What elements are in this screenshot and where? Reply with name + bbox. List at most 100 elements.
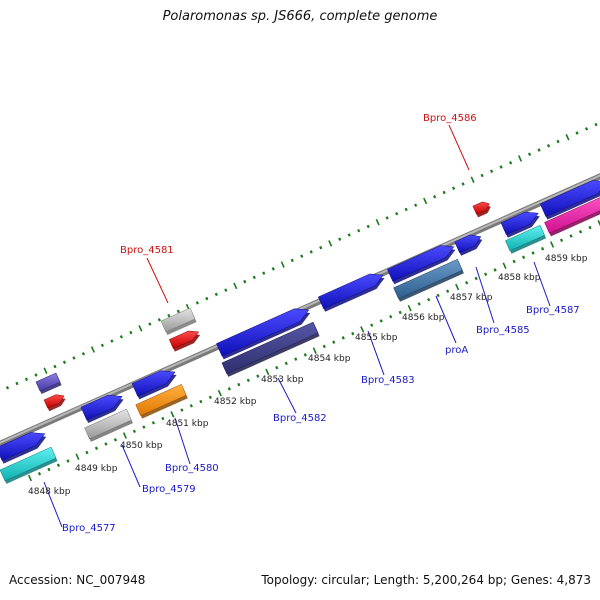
- minor-tick: [351, 331, 355, 336]
- leader-bpro4581: [146, 257, 169, 304]
- minor-tick: [66, 459, 70, 463]
- minor-tick: [243, 279, 247, 284]
- gene-label-bpro4587[interactable]: Bpro_4587: [526, 305, 580, 316]
- major-tick: [122, 432, 127, 439]
- gene-label-proa[interactable]: proA: [445, 345, 468, 356]
- major-tick: [565, 134, 570, 141]
- gene-bpro4577[interactable]: [0, 446, 57, 482]
- minor-tick: [271, 267, 275, 271]
- minor-tick: [474, 276, 478, 281]
- leader-bpro4580: [174, 417, 191, 465]
- major-tick: [360, 326, 365, 333]
- gene-label-bpro4582[interactable]: Bpro_4582: [273, 413, 327, 424]
- gene-label-bpro4585[interactable]: Bpro_4585: [476, 325, 530, 336]
- minor-tick: [142, 425, 146, 429]
- minor-tick: [484, 272, 488, 276]
- minor-tick: [480, 173, 484, 178]
- major-tick: [265, 368, 270, 376]
- gene-label-bpro4581[interactable]: Bpro_4581: [120, 245, 174, 256]
- minor-tick: [569, 234, 573, 238]
- gene-bpro4577-fw[interactable]: [0, 432, 46, 461]
- major-tick: [375, 218, 380, 226]
- minor-tick: [151, 421, 155, 425]
- minor-tick: [461, 182, 465, 186]
- minor-tick: [275, 365, 279, 370]
- gene-proa[interactable]: [393, 258, 463, 300]
- minor-tick: [100, 343, 104, 348]
- minor-tick: [578, 230, 583, 234]
- gene-label-bpro4580[interactable]: Bpro_4580: [165, 463, 219, 474]
- minor-tick: [366, 224, 370, 229]
- minor-tick: [417, 302, 421, 306]
- kbp-label: 4858 kbp: [498, 273, 541, 283]
- gene-bpro4582-fw[interactable]: [216, 308, 310, 357]
- minor-tick: [370, 323, 374, 327]
- minor-tick: [161, 416, 165, 421]
- minor-tick: [398, 310, 402, 315]
- minor-tick: [357, 228, 361, 233]
- minor-tick: [341, 336, 345, 340]
- minor-tick: [389, 314, 393, 319]
- gene-bpro4580[interactable]: [135, 383, 187, 417]
- minor-tick: [132, 429, 136, 434]
- minor-tick: [322, 344, 326, 349]
- major-tick: [423, 197, 428, 205]
- minor-tick: [5, 386, 10, 390]
- major-tick: [170, 411, 175, 418]
- minor-tick: [575, 131, 579, 135]
- kbp-label: 4851 kbp: [166, 419, 209, 429]
- minor-tick: [24, 377, 29, 381]
- gene-label-bpro4577[interactable]: Bpro_4577: [62, 523, 116, 534]
- gene-bpro4579-fw[interactable]: [80, 394, 123, 421]
- inner-tick-track: [27, 220, 600, 482]
- kbp-label: 4856 kbp: [402, 313, 445, 323]
- minor-tick: [110, 339, 114, 343]
- leader-bpro4577: [43, 481, 63, 528]
- leader-bpro4587: [533, 261, 551, 307]
- gene-left-purple[interactable]: [35, 372, 61, 392]
- minor-tick: [227, 387, 231, 391]
- gene-label-bpro4579[interactable]: Bpro_4579: [142, 484, 196, 495]
- minor-tick: [81, 352, 86, 356]
- gene-bpro4581-a[interactable]: [160, 307, 196, 333]
- kbp-label: 4857 kbp: [450, 293, 493, 303]
- minor-tick: [62, 360, 67, 365]
- minor-tick: [189, 404, 193, 408]
- gene-bpro4587[interactable]: [505, 224, 545, 252]
- minor-tick: [404, 207, 408, 212]
- gene-right-fw[interactable]: [539, 180, 600, 218]
- gene-label-bpro4586[interactable]: Bpro_4586: [423, 113, 477, 124]
- gene-proa-fw[interactable]: [387, 245, 455, 282]
- minor-tick: [237, 382, 241, 387]
- gene-left-red[interactable]: [43, 394, 65, 409]
- gene-bpro4579[interactable]: [84, 408, 132, 440]
- gene-bpro4586[interactable]: [472, 201, 490, 215]
- minor-tick: [556, 139, 560, 144]
- minor-tick: [493, 268, 497, 272]
- gene-bpro4585-fw[interactable]: [454, 234, 482, 254]
- minor-tick: [559, 238, 564, 242]
- minor-tick: [214, 292, 218, 297]
- minor-tick: [256, 374, 260, 378]
- major-tick: [233, 282, 238, 290]
- gene-labels: Bpro_4577 Bpro_4579 Bpro_4580 Bpro_4581 …: [62, 113, 580, 534]
- minor-tick: [319, 245, 323, 250]
- minor-tick: [252, 275, 256, 280]
- leader-proa: [435, 295, 457, 344]
- kbp-label: 4854 kbp: [308, 354, 351, 364]
- leader-bpro4579: [121, 444, 141, 488]
- minor-tick: [332, 340, 336, 344]
- gene-bpro4582[interactable]: [221, 321, 319, 375]
- major-tick: [27, 474, 33, 482]
- gene-bpro4580-fw[interactable]: [131, 370, 176, 397]
- gene-label-bpro4583[interactable]: Bpro_4583: [361, 375, 415, 386]
- gene-right-pink[interactable]: [544, 195, 600, 234]
- minor-tick: [167, 313, 171, 318]
- gene-bpro4583-fw[interactable]: [317, 273, 384, 310]
- minor-tick: [540, 247, 545, 251]
- gene-bpro4581-b[interactable]: [168, 330, 200, 350]
- major-tick: [312, 347, 317, 354]
- major-tick: [43, 367, 48, 375]
- gene-bpro4587-fw[interactable]: [500, 211, 539, 236]
- major-tick: [502, 262, 507, 269]
